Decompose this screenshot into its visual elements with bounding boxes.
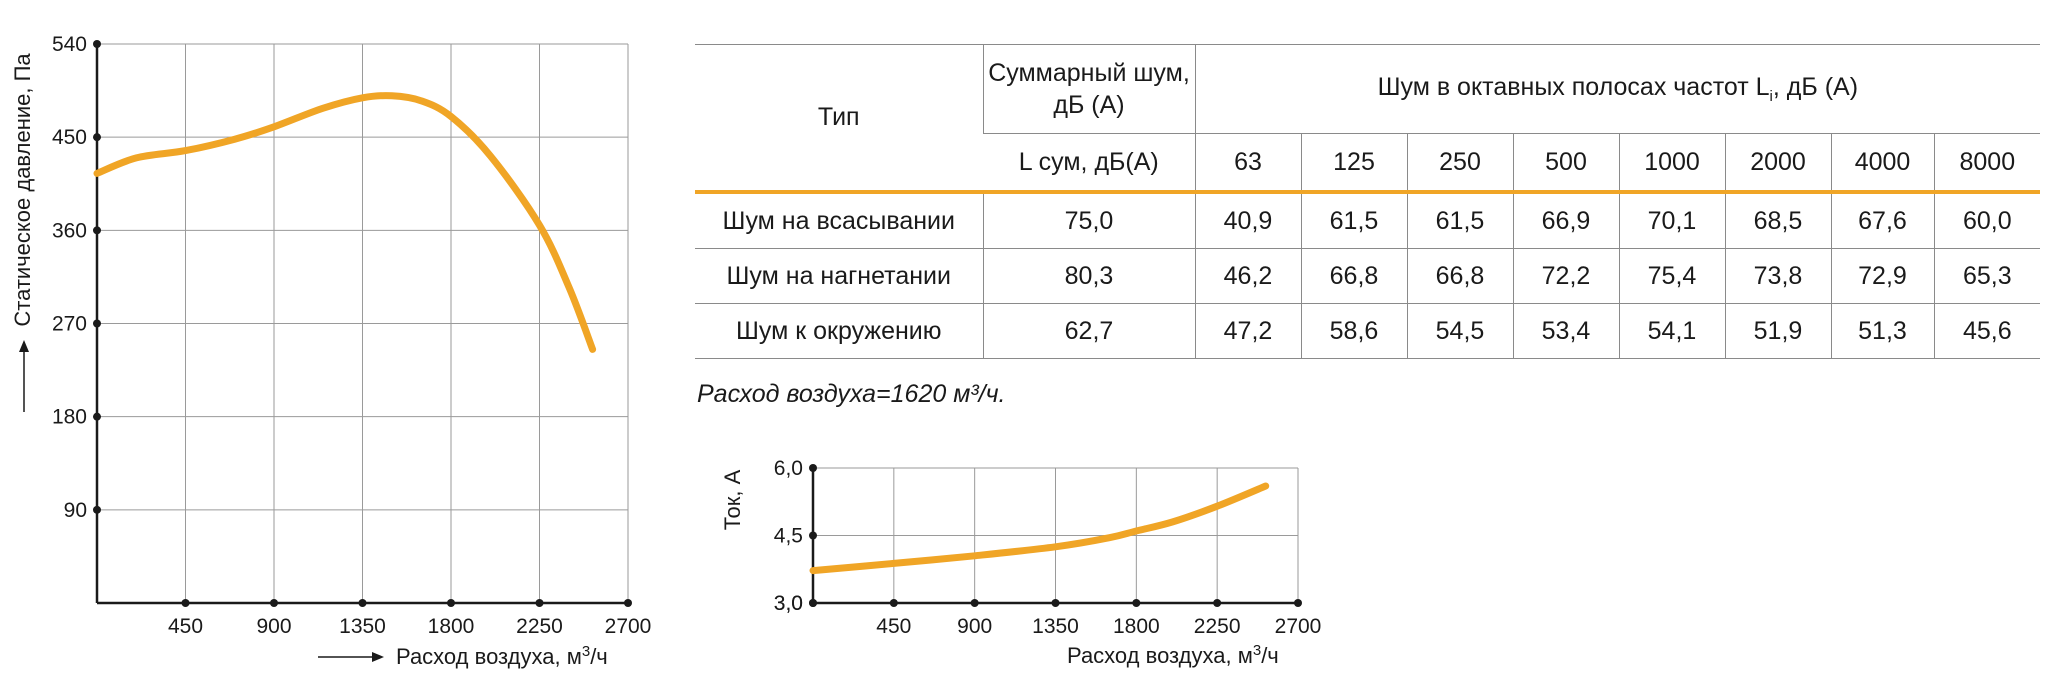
band-value: 40,9 (1194, 192, 1301, 249)
band-value: 68,5 (1724, 192, 1831, 249)
header-octave-prefix: Шум в октавных полосах частот L (1377, 73, 1770, 101)
row-total: 80,3 (982, 248, 1195, 304)
band-value: 72,2 (1512, 248, 1619, 304)
header-total-sub: L сум, дБ(А) (983, 133, 1195, 194)
x-tick-label: 450 (876, 615, 911, 638)
band-value: 53,4 (1512, 303, 1619, 359)
x-tick-label: 2700 (1275, 615, 1322, 638)
band-header: 250 (1406, 133, 1513, 194)
airflow-note: Расход воздуха=1620 м³/ч. (697, 380, 1006, 408)
band-value: 75,4 (1618, 248, 1725, 304)
band-value: 61,5 (1300, 192, 1407, 249)
x-tick-label: 900 (957, 615, 992, 638)
band-header: 8000 (1933, 133, 2041, 194)
row-label: Шум на всасывании (695, 192, 983, 249)
x-tick-label: 2250 (1194, 615, 1241, 638)
row-label: Шум к окружению (695, 303, 983, 359)
x-axis-title: Расход воздуха, м3/ч (396, 643, 608, 669)
band-value: 66,8 (1300, 248, 1407, 304)
x-axis-title: Расход воздуха, м3/ч (1067, 642, 1279, 668)
band-header: 1000 (1618, 133, 1725, 194)
y-tick-label: 270 (52, 313, 87, 336)
x-tick-label: 2250 (516, 615, 563, 638)
table-row: Шум на нагнетании 80,3 46,2 66,8 66,8 72… (695, 248, 2041, 304)
band-value: 46,2 (1194, 248, 1301, 304)
band-value: 54,5 (1406, 303, 1513, 359)
band-value: 67,6 (1830, 192, 1934, 249)
x-tick-label: 1350 (339, 615, 386, 638)
band-value: 51,9 (1724, 303, 1831, 359)
x-tick-label: 1800 (1113, 615, 1160, 638)
tick-mark-origin (809, 599, 817, 607)
row-label: Шум на нагнетании (695, 248, 983, 304)
x-arrow-head (372, 652, 384, 662)
noise-table: Тип Суммарный шум, дБ (А) Шум в октавных… (695, 44, 2041, 359)
band-header: 500 (1512, 133, 1619, 194)
y-tick-label: 3,0 (774, 592, 803, 615)
band-value: 51,3 (1830, 303, 1934, 359)
table-row: Шум к окружению 62,7 47,2 58,6 54,5 53,4… (695, 303, 2041, 359)
y-tick-label: 4,5 (774, 525, 803, 548)
header-octave-suffix: , дБ (А) (1772, 73, 1859, 101)
row-total: 62,7 (982, 303, 1195, 359)
band-header: 125 (1300, 133, 1407, 194)
header-type: Тип (695, 44, 983, 194)
row-total: 75,0 (982, 192, 1195, 249)
band-header: 4000 (1830, 133, 1934, 194)
band-header: 2000 (1724, 133, 1831, 194)
band-value: 73,8 (1724, 248, 1831, 304)
band-value: 66,8 (1406, 248, 1513, 304)
y-tick-label: 450 (52, 126, 87, 149)
y-tick-label: 180 (52, 406, 87, 429)
y-axis-title: Статическое давление, Па (10, 53, 35, 327)
header-octave: Шум в октавных полосах частот Li, дБ (А) (1194, 44, 2041, 134)
band-value: 58,6 (1300, 303, 1407, 359)
header-octave-sub: i (1769, 88, 1773, 105)
x-tick-label: 450 (168, 615, 203, 638)
x-tick-label: 1800 (428, 615, 475, 638)
current-chart: 450 900 1350 1800 2250 27003,04,56,03,0Расход… (720, 457, 1322, 668)
table-row: Шум на всасывании 75,0 40,9 61,5 61,5 66… (695, 192, 2041, 249)
x-tick-label: 1350 (1032, 615, 1079, 638)
y-tick-label: 540 (52, 33, 87, 56)
band-value: 70,1 (1618, 192, 1725, 249)
x-tick-label: 2700 (605, 615, 652, 638)
y-arrow-head (19, 340, 29, 352)
band-value: 72,9 (1830, 248, 1934, 304)
header-total: Суммарный шум, дБ (А) (982, 44, 1195, 134)
band-header: 63 (1194, 133, 1301, 194)
series-line (93, 92, 597, 353)
band-value: 65,3 (1933, 248, 2041, 304)
band-value: 60,0 (1933, 192, 2041, 249)
band-value: 45,6 (1933, 303, 2041, 359)
series-line (809, 482, 1270, 575)
y-tick-label: 6,0 (774, 457, 803, 480)
band-value: 47,2 (1194, 303, 1301, 359)
x-tick-label: 900 (256, 615, 291, 638)
pressure-chart: 450 900 1350 1800 2250 2700 90 180 270 360 450 540 Р… (10, 33, 652, 669)
y-axis-title: Ток, А (720, 469, 745, 530)
y-tick-label: 3,0 (774, 592, 803, 615)
band-value: 66,9 (1512, 192, 1619, 249)
band-value: 54,1 (1618, 303, 1725, 359)
y-tick-label: 90 (64, 499, 87, 522)
band-value: 61,5 (1406, 192, 1513, 249)
y-tick-label: 360 (52, 219, 87, 242)
